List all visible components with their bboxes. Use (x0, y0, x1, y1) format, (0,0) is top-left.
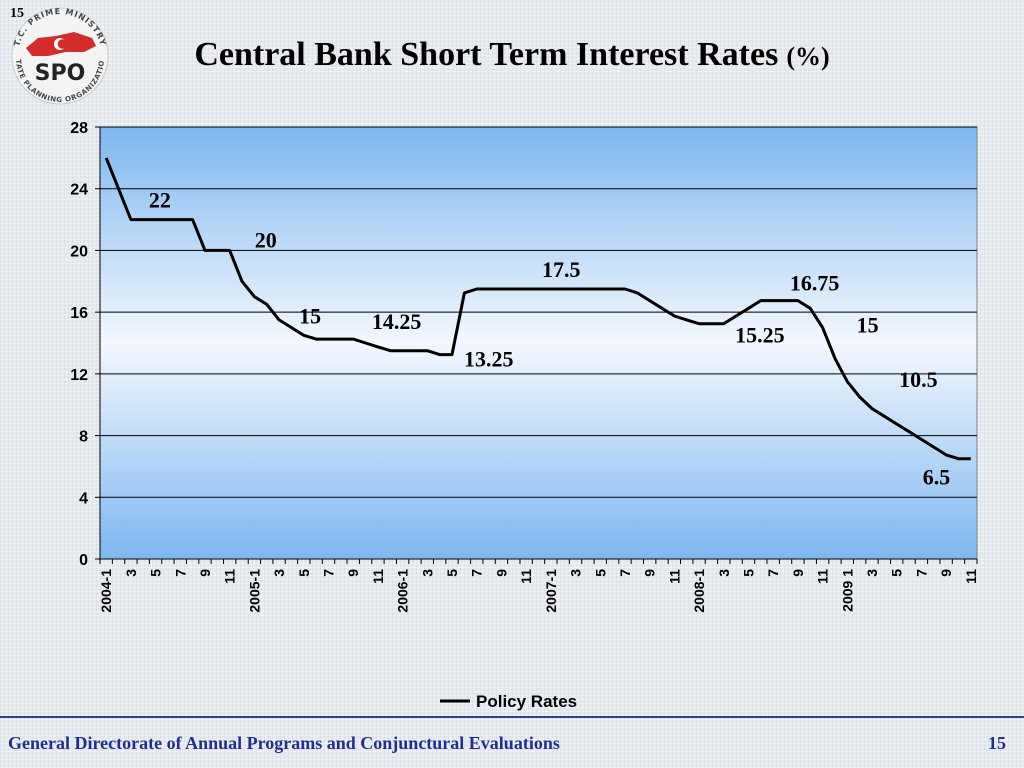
data-label: 15 (299, 304, 321, 329)
y-tick-label: 16 (70, 305, 88, 322)
y-tick-label: 12 (70, 367, 88, 384)
y-tick-label: 4 (79, 490, 88, 507)
spo-logo: T.C. PRIME MINISTRY STATE PLANNING ORGAN… (4, 2, 109, 105)
x-tick-label: 9 (790, 569, 806, 577)
x-tick-label: 3 (568, 569, 584, 577)
plot-area (99, 126, 978, 560)
y-tick-label: 28 (70, 120, 88, 137)
x-tick-label: 5 (740, 569, 756, 577)
data-label: 15 (857, 313, 879, 338)
title-text: Central Bank Short Term Interest Rates (194, 36, 779, 73)
y-tick-label: 0 (79, 552, 88, 569)
y-tick-label: 24 (70, 182, 88, 199)
x-tick-label: 3 (419, 569, 435, 577)
x-tick-label: 7 (469, 569, 485, 577)
x-tick-label: 7 (765, 569, 781, 577)
x-tick-label: 7 (913, 569, 929, 577)
footer-divider (0, 716, 1024, 718)
data-label: 16.75 (790, 271, 840, 296)
series-line-policy-rates (104, 157, 971, 461)
x-tick-label: 5 (296, 569, 312, 577)
data-label: 17.5 (542, 257, 581, 282)
data-label: 22 (149, 188, 171, 213)
data-label: 14.25 (372, 309, 422, 334)
x-tick-label: 11 (963, 569, 979, 584)
x-tick-label: 11 (370, 569, 386, 584)
data-label: 20 (255, 227, 277, 252)
x-tick-label: 9 (197, 569, 213, 577)
x-tick-label: 11 (666, 569, 682, 584)
data-label: 6.5 (923, 465, 951, 490)
data-label: 15.25 (735, 323, 785, 348)
y-tick-label: 8 (79, 429, 88, 446)
x-tick-label: 9 (493, 569, 509, 577)
x-tick-label: 11 (222, 569, 238, 584)
x-tick-label: 9 (642, 569, 658, 577)
x-tick-label: 11 (518, 569, 534, 584)
x-tick-label: 2006-1 (395, 569, 411, 613)
x-tick-label: 2004-1 (98, 569, 114, 613)
x-tick-label: 11 (815, 569, 831, 584)
legend-label: Policy Rates (476, 692, 577, 711)
slide-number-top: 15 (10, 6, 24, 21)
x-tick-label: 5 (148, 569, 164, 577)
x-tick-label: 5 (592, 569, 608, 577)
data-label: 10.5 (899, 367, 938, 392)
footer-page-number: 15 (988, 733, 1006, 753)
x-tick-label: 5 (889, 569, 905, 577)
x-tick-label: 3 (123, 569, 139, 577)
footer-text: General Directorate of Annual Programs a… (8, 733, 560, 753)
x-tick-label: 9 (938, 569, 954, 577)
x-tick-label: 2007-1 (543, 569, 559, 613)
x-tick-label: 3 (716, 569, 732, 577)
x-tick-label: 2009 1 (839, 569, 855, 612)
x-tick-label: 7 (617, 569, 633, 577)
data-label: 13.25 (464, 347, 514, 372)
x-tick-label: 7 (172, 569, 188, 577)
title-unit: (%) (786, 42, 830, 71)
y-tick-label: 20 (70, 243, 88, 260)
x-tick-label: 3 (271, 569, 287, 577)
x-tick-label: 7 (321, 569, 337, 577)
x-tick-label: 2005-1 (246, 569, 262, 613)
logo-spo-text: SPO (35, 61, 86, 86)
x-tick-label: 2008-1 (691, 569, 707, 613)
slide-title: Central Bank Short Term Interest Rates (… (0, 36, 1024, 74)
x-tick-label: 5 (444, 569, 460, 577)
x-tick-label: 9 (345, 569, 361, 577)
x-tick-label: 3 (864, 569, 880, 577)
